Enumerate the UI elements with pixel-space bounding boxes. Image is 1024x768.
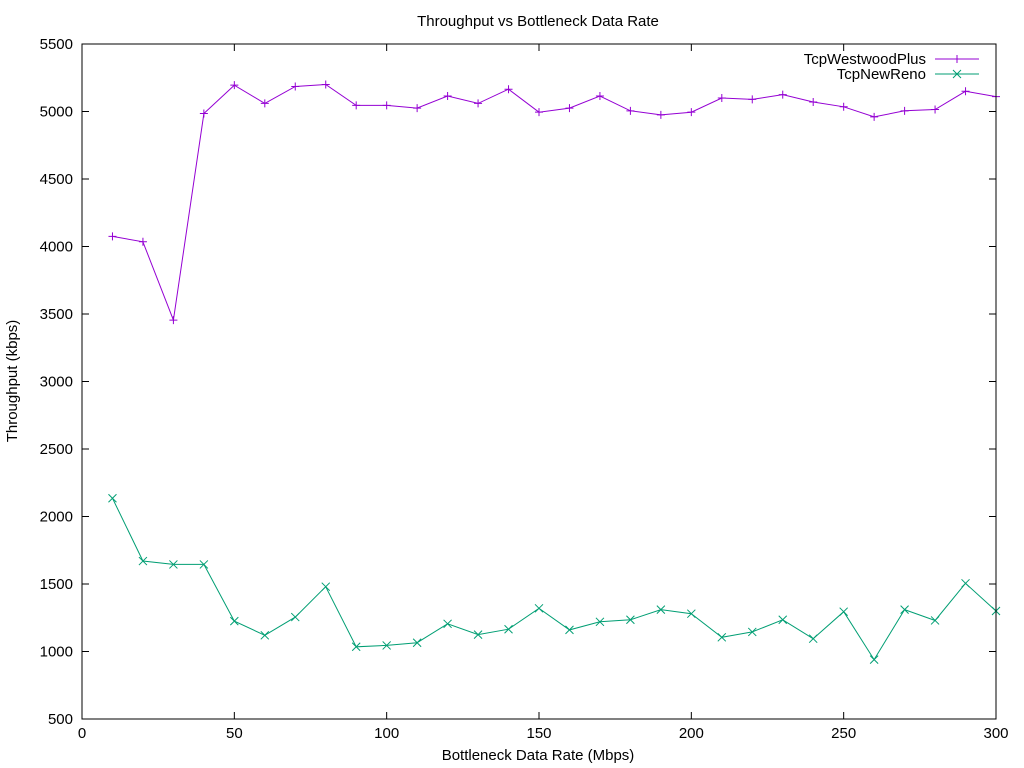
data-point: [748, 95, 757, 104]
x-tick-label: 100: [374, 725, 399, 742]
axis-ticks: 0 50 100 150 200 250 300 500 1000 1500 2000 2500 300…: [40, 36, 1009, 742]
data-point: [108, 232, 117, 241]
x-axis-title: Bottleneck Data Rate (Mbps): [442, 747, 635, 764]
data-point: [260, 99, 269, 108]
data-point: [534, 603, 544, 613]
data-point: [595, 91, 604, 100]
data-point: [138, 556, 148, 566]
data-point: [778, 90, 787, 99]
data-point: [382, 641, 392, 650]
series-layer: [108, 80, 1001, 664]
y-tick-label: 2500: [40, 441, 73, 458]
data-point: [626, 106, 635, 115]
data-point: [656, 605, 666, 615]
data-point: [656, 110, 665, 119]
data-point: [626, 615, 635, 625]
data-point: [565, 625, 574, 635]
data-point: [413, 104, 422, 113]
data-point: [291, 82, 300, 91]
data-point: [199, 560, 209, 569]
data-point: [747, 627, 757, 637]
y-tick-label: 3500: [40, 306, 73, 323]
data-point: [961, 578, 970, 588]
y-tick-label: 3000: [40, 374, 73, 391]
legend-label: TcpNewReno: [837, 66, 926, 83]
data-point: [321, 80, 330, 89]
series-tcpwestwoodplus: [108, 80, 1000, 325]
data-point: [321, 582, 331, 592]
data-point: [473, 630, 483, 639]
y-tick-label: 1500: [40, 576, 73, 593]
y-tick-label: 2000: [40, 509, 73, 526]
data-point: [900, 605, 909, 615]
data-point: [443, 91, 452, 100]
y-tick-label: 500: [48, 711, 73, 728]
chart-title: Throughput vs Bottleneck Data Rate: [417, 13, 659, 30]
data-point: [535, 108, 543, 117]
legend-swatch-marker: [953, 55, 961, 63]
data-point: [443, 619, 452, 629]
y-tick-label: 5500: [40, 36, 73, 53]
data-point: [687, 108, 696, 117]
y-tick-label: 1000: [40, 644, 73, 661]
data-point: [900, 106, 909, 115]
series-tcpnewreno: [108, 493, 1001, 664]
data-point: [869, 655, 879, 664]
x-tick-label: 50: [226, 725, 243, 742]
data-point: [839, 607, 849, 617]
x-tick-label: 300: [983, 725, 1008, 742]
data-point: [229, 616, 239, 626]
data-point: [412, 638, 422, 648]
data-point: [169, 560, 178, 569]
data-point: [474, 99, 483, 108]
legend-label: TcpWestwoodPlus: [804, 51, 926, 68]
x-tick-label: 150: [526, 725, 551, 742]
data-point: [504, 624, 513, 634]
data-point: [808, 634, 818, 644]
y-axis-title: Throughput (kbps): [4, 320, 21, 443]
data-point: [839, 102, 848, 111]
data-point: [290, 612, 300, 622]
data-point: [595, 617, 605, 627]
x-tick-label: 0: [78, 725, 86, 742]
data-point: [565, 104, 574, 113]
data-point: [870, 112, 879, 121]
data-point: [138, 237, 147, 246]
data-point: [930, 616, 940, 625]
x-tick-label: 250: [831, 725, 856, 742]
x-tick-label: 200: [679, 725, 704, 742]
y-tick-label: 4500: [40, 171, 73, 188]
data-point: [717, 632, 727, 642]
data-point: [382, 101, 391, 110]
data-point: [108, 493, 117, 503]
legend-swatch-marker: [952, 69, 962, 79]
data-point: [230, 81, 239, 90]
data-point: [199, 109, 208, 118]
data-point: [809, 98, 818, 107]
data-point: [931, 105, 940, 114]
data-point: [352, 101, 361, 110]
data-point: [961, 87, 970, 96]
series-line: [112, 498, 997, 661]
data-point: [169, 316, 178, 325]
data-point: [717, 94, 726, 102]
y-tick-label: 4000: [40, 239, 73, 256]
data-point: [260, 630, 270, 640]
y-tick-label: 5000: [40, 104, 73, 121]
data-point: [686, 609, 696, 619]
data-point: [351, 642, 361, 652]
plot-frame: [81, 43, 997, 720]
data-point: [504, 85, 513, 94]
data-point: [778, 615, 788, 625]
series-line: [112, 83, 997, 323]
